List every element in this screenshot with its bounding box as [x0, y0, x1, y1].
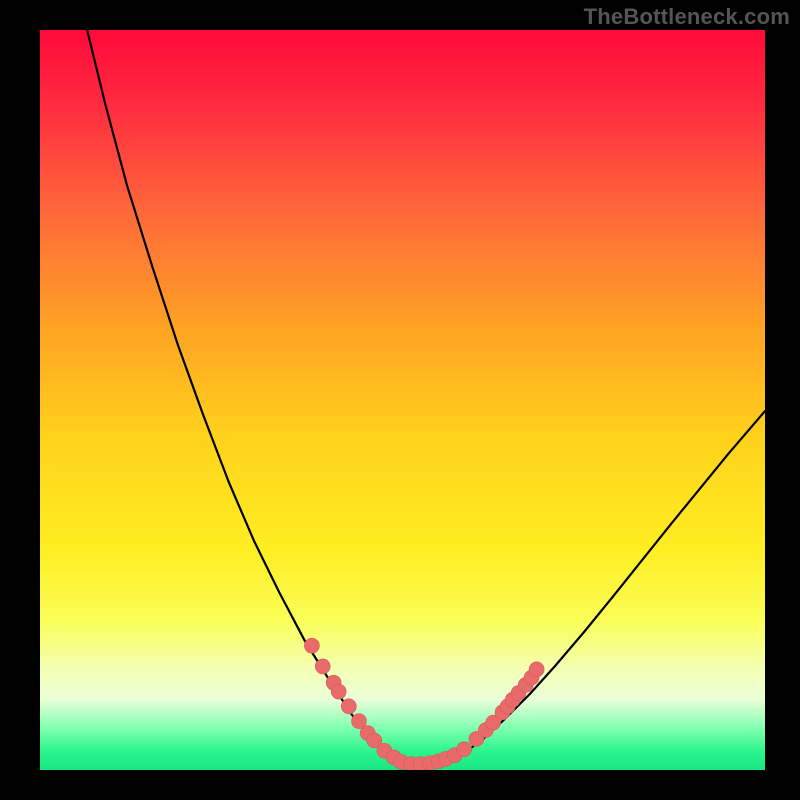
data-point: [304, 638, 319, 653]
data-point: [315, 659, 330, 674]
data-point: [529, 662, 544, 677]
plot-area: [40, 30, 765, 770]
watermark-text: TheBottleneck.com: [584, 4, 790, 30]
data-point: [341, 699, 356, 714]
data-point: [457, 742, 472, 757]
chart-stage: TheBottleneck.com: [0, 0, 800, 800]
bottleneck-curve: [87, 30, 765, 766]
chart-svg: [40, 30, 765, 770]
data-point: [331, 684, 346, 699]
